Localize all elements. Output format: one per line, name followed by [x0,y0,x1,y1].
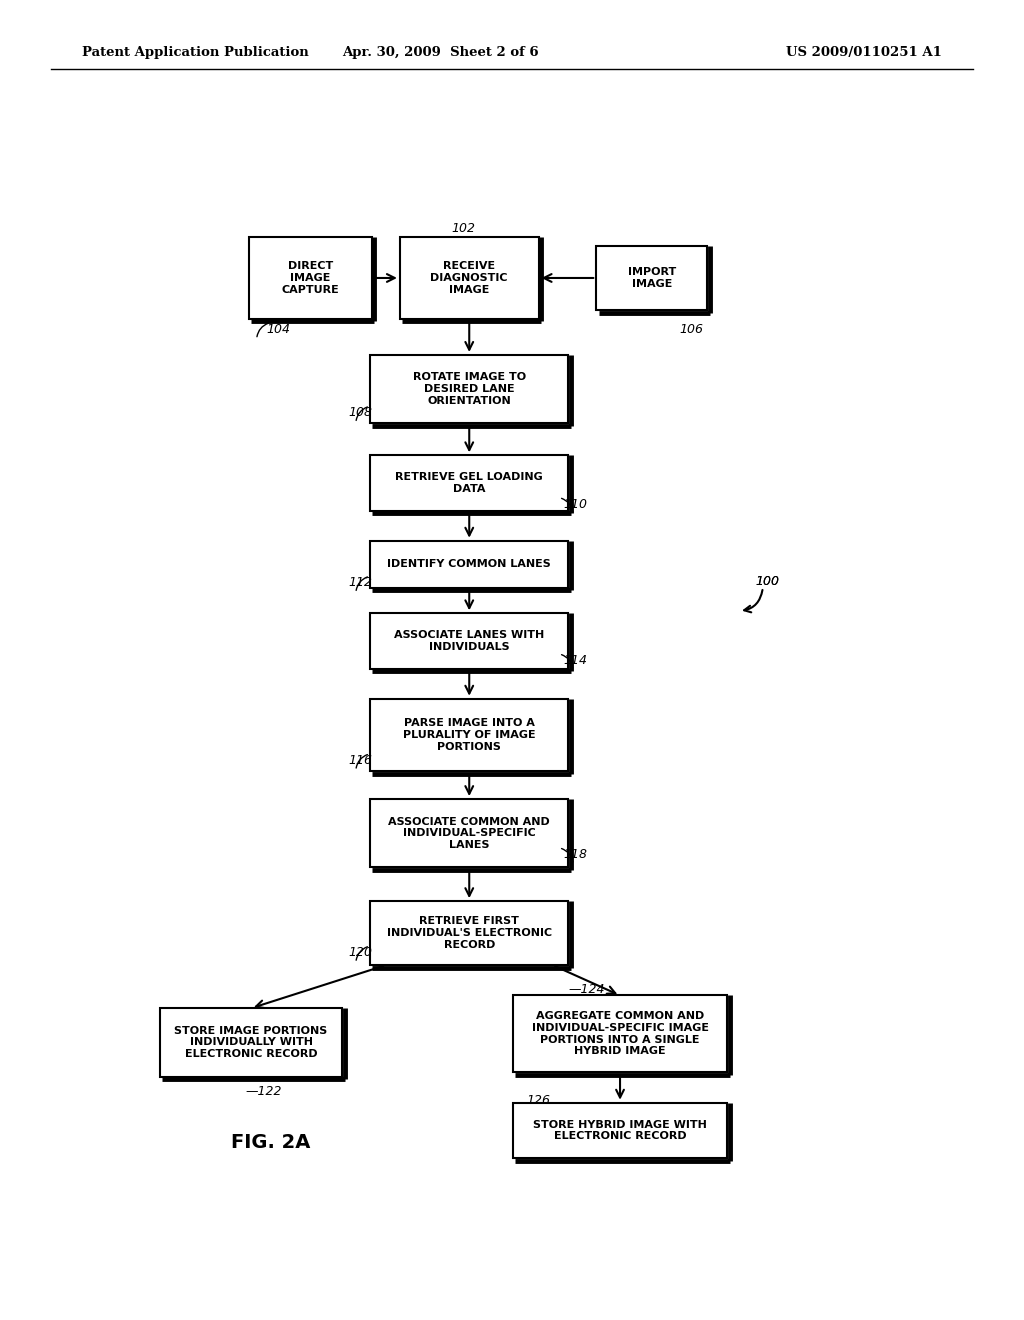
Text: 116: 116 [348,754,373,767]
Text: AGGREGATE COMMON AND
INDIVIDUAL-SPECIFIC IMAGE
PORTIONS INTO A SINGLE
HYBRID IMA: AGGREGATE COMMON AND INDIVIDUAL-SPECIFIC… [531,1011,709,1056]
Text: ASSOCIATE COMMON AND
INDIVIDUAL-SPECIFIC
LANES: ASSOCIATE COMMON AND INDIVIDUAL-SPECIFIC… [388,817,550,850]
Bar [370,902,568,965]
Text: IDENTIFY COMMON LANES: IDENTIFY COMMON LANES [387,560,551,569]
Bar [399,238,539,318]
Text: FIG. 2A: FIG. 2A [231,1133,310,1152]
Text: US 2009/0110251 A1: US 2009/0110251 A1 [786,46,942,59]
Bar [513,1102,727,1158]
Bar [596,246,708,310]
Text: 100: 100 [755,574,779,587]
Text: 100: 100 [755,574,779,587]
Text: —122: —122 [246,1085,282,1098]
Text: DIRECT
IMAGE
CAPTURE: DIRECT IMAGE CAPTURE [282,261,339,294]
Text: 120: 120 [348,946,373,960]
Text: 108: 108 [348,407,373,420]
Bar [370,698,568,771]
Text: RETRIEVE GEL LOADING
DATA: RETRIEVE GEL LOADING DATA [395,473,543,494]
Text: 110: 110 [563,498,587,511]
Text: STORE IMAGE PORTIONS
INDIVIDUALLY WITH
ELECTRONIC RECORD: STORE IMAGE PORTIONS INDIVIDUALLY WITH E… [174,1026,328,1059]
Bar [370,455,568,511]
Bar [249,238,372,318]
Text: 118: 118 [563,847,587,861]
Text: 114: 114 [563,655,587,667]
Text: ROTATE IMAGE TO
DESIRED LANE
ORIENTATION: ROTATE IMAGE TO DESIRED LANE ORIENTATION [413,372,525,405]
Bar [160,1008,342,1077]
Text: —124: —124 [568,983,605,997]
Text: 112: 112 [348,577,373,590]
Bar [370,355,568,424]
Text: RETRIEVE FIRST
INDIVIDUAL'S ELECTRONIC
RECORD: RETRIEVE FIRST INDIVIDUAL'S ELECTRONIC R… [387,916,552,949]
Text: ASSOCIATE LANES WITH
INDIVIDUALS: ASSOCIATE LANES WITH INDIVIDUALS [394,630,545,652]
Bar [370,541,568,587]
Text: Apr. 30, 2009  Sheet 2 of 6: Apr. 30, 2009 Sheet 2 of 6 [342,46,539,59]
Text: 104: 104 [267,322,291,335]
Bar [370,799,568,867]
Text: PARSE IMAGE INTO A
PLURALITY OF IMAGE
PORTIONS: PARSE IMAGE INTO A PLURALITY OF IMAGE PO… [402,718,536,751]
Text: RECEIVE
DIAGNOSTIC
IMAGE: RECEIVE DIAGNOSTIC IMAGE [430,261,508,294]
Text: 102: 102 [452,222,476,235]
Text: 126: 126 [526,1094,550,1107]
Text: STORE HYBRID IMAGE WITH
ELECTRONIC RECORD: STORE HYBRID IMAGE WITH ELECTRONIC RECOR… [534,1119,707,1142]
Text: Patent Application Publication: Patent Application Publication [82,46,308,59]
Bar [370,614,568,669]
Bar [513,995,727,1072]
Text: IMPORT
IMAGE: IMPORT IMAGE [628,267,676,289]
Text: 106: 106 [680,322,703,335]
